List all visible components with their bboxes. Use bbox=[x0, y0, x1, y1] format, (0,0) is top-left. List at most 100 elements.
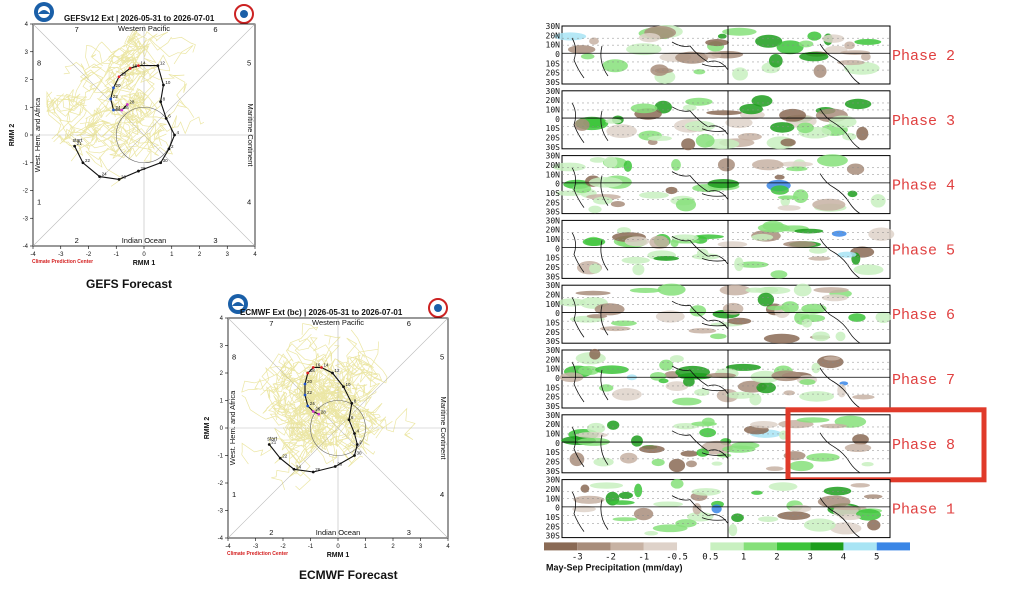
gefs-track-label: 26 bbox=[124, 105, 130, 110]
gefs-start-label: start bbox=[73, 138, 83, 144]
colorbar-swatch bbox=[810, 542, 844, 551]
precip-anomaly-blob bbox=[675, 51, 709, 64]
ecmwf-track-label: 8 bbox=[354, 398, 357, 403]
lat-label: 20N bbox=[546, 96, 561, 105]
precip-anomaly-blob bbox=[707, 179, 740, 189]
lat-label: 0 bbox=[555, 50, 560, 59]
gefs-track-label: 28 bbox=[140, 166, 146, 171]
gefs-track-label: 12 bbox=[160, 61, 166, 66]
gefs-x-tick-label: -2 bbox=[86, 252, 92, 258]
gefs-ensemble-members bbox=[46, 29, 205, 187]
gefs-mean-track bbox=[74, 65, 176, 180]
precip-anomaly-blob bbox=[777, 205, 801, 211]
precip-anomaly-blob bbox=[610, 320, 637, 327]
precip-anomaly-blob bbox=[618, 491, 633, 499]
gefs-ensemble-member bbox=[64, 118, 111, 141]
ecmwf-ensemble-member bbox=[289, 383, 317, 440]
precip-anomaly-blob bbox=[594, 303, 625, 316]
precip-anomaly-blob bbox=[779, 161, 814, 167]
ecmwf-ensemble-member bbox=[340, 406, 370, 442]
lat-label: 10S bbox=[546, 254, 561, 263]
colorbar-swatch bbox=[843, 542, 877, 551]
gefs-track-label: 26 bbox=[121, 174, 127, 179]
ecmwf-y-tick-label: -4 bbox=[218, 536, 224, 542]
lat-label: 20S bbox=[546, 198, 561, 207]
gefs-ensemble-member bbox=[135, 33, 196, 59]
precip-anomaly-blob bbox=[589, 348, 601, 360]
precip-anomaly-blob bbox=[644, 531, 659, 536]
precip-anomaly-blob bbox=[671, 159, 681, 171]
ecmwf-diag bbox=[227, 317, 449, 539]
ecmwf-track-label: 12 bbox=[335, 368, 341, 373]
ecmwf-ensemble-member bbox=[343, 367, 383, 392]
precip-anomaly-blob bbox=[799, 378, 816, 386]
ecmwf-track-label: 24 bbox=[310, 401, 316, 406]
gefs-ensemble-member bbox=[76, 108, 103, 150]
ecmwf-track-label: 4 bbox=[357, 429, 360, 434]
precip-anomaly-blob bbox=[809, 246, 828, 254]
coastline-americas bbox=[819, 497, 861, 538]
precip-anomaly-blob bbox=[819, 423, 848, 429]
lat-label: 10S bbox=[546, 59, 561, 68]
precip-anomaly-blob bbox=[765, 466, 784, 472]
ecmwf-track-point bbox=[350, 401, 354, 405]
precip-anomaly-field bbox=[559, 348, 875, 406]
precip-colorbar: -3 -2 -1 -0.5 0.5 1 2 3 4 5 May-Sep Precipitation … bbox=[544, 542, 910, 572]
precip-anomaly-blob bbox=[776, 40, 804, 55]
gefs-y-tick-label: 1 bbox=[25, 105, 29, 111]
precip-anomaly-blob bbox=[854, 38, 882, 45]
precip-anomaly-blob bbox=[732, 67, 749, 81]
ecmwf-ensemble-member bbox=[288, 431, 338, 465]
ecmwf-region-top: Western Pacific bbox=[312, 318, 364, 327]
gefs-track-point bbox=[117, 178, 121, 181]
precip-anomaly-blob bbox=[779, 108, 807, 122]
lat-label: 30N bbox=[546, 152, 561, 161]
precip-anomaly-blob bbox=[653, 255, 680, 261]
gefs-x-tick-label: 3 bbox=[226, 252, 230, 258]
precip-anomaly-blob bbox=[589, 157, 606, 163]
lat-label: 0 bbox=[555, 244, 560, 253]
precip-anomaly-blob bbox=[605, 118, 622, 124]
ecmwf-y-tick-label: 1 bbox=[220, 399, 224, 405]
gefs-y-tick-label: 0 bbox=[25, 133, 29, 139]
ecmwf-ensemble-member bbox=[307, 334, 341, 381]
precip-anomaly-blob bbox=[606, 124, 637, 139]
ecmwf-ensemble-member bbox=[289, 388, 318, 430]
precip-anomaly-field bbox=[552, 154, 886, 214]
ecmwf-track-label: 22 bbox=[282, 453, 288, 458]
colorbar-tick-label: 3 bbox=[807, 552, 812, 562]
precip-anomaly-blob bbox=[552, 162, 586, 172]
coastline-americas bbox=[819, 43, 861, 85]
precip-anomaly-blob bbox=[719, 284, 751, 296]
precip-anomaly-blob bbox=[768, 54, 783, 68]
ecmwf-phase-label: 2 bbox=[269, 528, 273, 537]
gefs-ensemble-member bbox=[67, 89, 120, 117]
lat-label: 20N bbox=[546, 31, 561, 40]
precip-anomaly-blob bbox=[638, 32, 661, 43]
ecmwf-mean-track bbox=[268, 366, 358, 473]
gefs-ensemble-member bbox=[125, 120, 153, 158]
precip-anomaly-blob bbox=[610, 201, 625, 208]
precip-anomaly-blob bbox=[781, 301, 799, 313]
gefs-track-point bbox=[156, 64, 160, 68]
precip-anomaly-blob bbox=[602, 59, 628, 73]
gefs-track-point bbox=[137, 64, 140, 68]
ecmwf-phase-label: 4 bbox=[440, 490, 444, 499]
ecmwf-start-label: start bbox=[267, 437, 277, 443]
precip-anomaly-blob bbox=[633, 507, 654, 521]
lat-label: 20S bbox=[546, 69, 561, 78]
precip-anomaly-blob bbox=[846, 163, 865, 175]
colorbar-tick-label: -0.5 bbox=[666, 552, 688, 562]
precip-anomaly-blob bbox=[706, 110, 742, 116]
gefs-track-label: 14 bbox=[140, 61, 146, 66]
gefs-ensemble-member bbox=[105, 87, 195, 120]
coastline-africa bbox=[571, 361, 609, 403]
gefs-phase-label: 8 bbox=[37, 59, 41, 68]
ecmwf-ensemble-member bbox=[280, 431, 316, 491]
gefs-track-point bbox=[164, 116, 168, 120]
lat-label: 10N bbox=[546, 170, 561, 179]
lat-label: 10N bbox=[546, 300, 561, 309]
lat-label: 20S bbox=[546, 457, 561, 466]
precip-anomaly-blob bbox=[668, 458, 686, 473]
ecmwf-ensemble-member bbox=[287, 416, 319, 460]
